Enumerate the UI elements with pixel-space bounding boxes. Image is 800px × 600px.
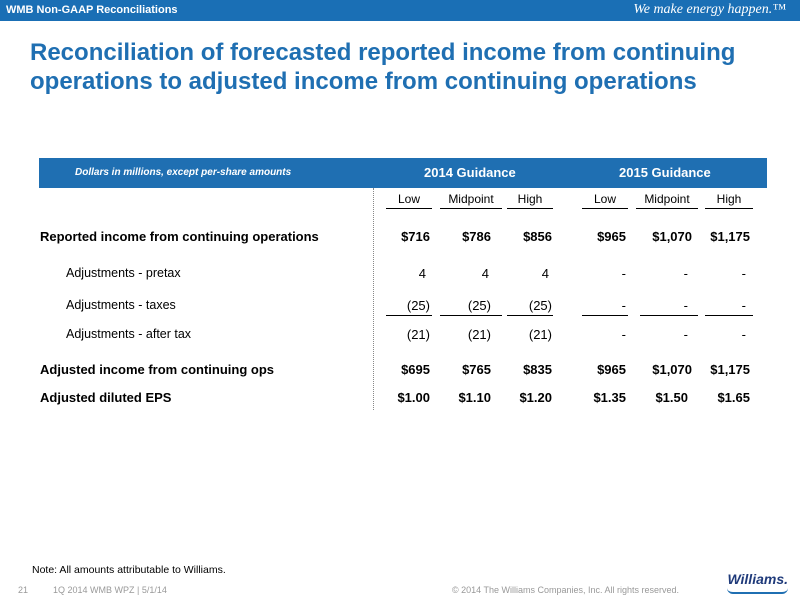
table-cell: $1.50 [655,390,688,405]
section-title: WMB Non-GAAP Reconciliations [6,4,178,16]
group-header-2015: 2015 Guidance [619,165,711,180]
table-cell: - [683,327,688,342]
subtotal-underline [582,315,628,316]
table-cell: (21) [528,327,552,342]
williams-logo: Williams. [727,571,788,594]
table-header-note: Dollars in millions, except per-share am… [75,167,292,178]
table-cell: $1,175 [710,362,750,377]
table-cell: 4 [418,266,426,281]
header-underline [582,208,628,209]
column-header: Low [593,192,616,206]
header-underline [386,208,432,209]
header-underline [507,208,553,209]
page-number: 21 [18,585,29,595]
table-cell: (25) [528,298,552,313]
table-cell: $1.20 [519,390,552,405]
row-label: Adjustments - after tax [66,327,192,341]
table-divider [373,188,374,410]
row-label: Adjustments - taxes [66,298,176,312]
row-label: Adjustments - pretax [66,266,181,280]
column-header: High [716,192,742,206]
table-cell: $835 [523,362,552,377]
table-cell: 4 [541,266,549,281]
table-cell: $1.65 [717,390,750,405]
table-cell: (25) [467,298,491,313]
table-header-bar: Dollars in millions, except per-share am… [39,158,767,188]
column-header: Low [397,192,420,206]
table-cell: $856 [523,229,552,244]
table-cell: $1,070 [652,229,692,244]
column-header: High [517,192,543,206]
table-cell: - [683,266,688,281]
logo-text: Williams. [727,571,788,587]
row-label: Adjusted income from continuing ops [40,362,274,377]
row-label: Reported income from continuing operatio… [40,229,319,244]
slide-title: Reconciliation of forecasted reported in… [30,39,736,95]
header-underline [705,208,753,209]
table-cell: $1.00 [397,390,430,405]
table-cell: $786 [462,229,491,244]
table-cell: - [741,266,746,281]
table-cell: - [621,266,626,281]
footer: 21 1Q 2014 WMB WPZ | 5/1/14 © 2014 The W… [0,584,800,600]
table-cell: $1.10 [458,390,491,405]
group-header-2014: 2014 Guidance [424,165,516,180]
subtotal-underline [507,315,553,316]
table-cell: $1,070 [652,362,692,377]
subtotal-underline [386,315,432,316]
row-label: Adjusted diluted EPS [40,390,172,405]
table-cell: (25) [406,298,430,313]
table-cell: - [741,298,746,313]
table-cell: $695 [401,362,430,377]
table-cell: $1,175 [710,229,750,244]
column-header: Midpoint [448,192,494,206]
header-underline [636,208,698,209]
table-cell: (21) [406,327,430,342]
subtotal-underline [440,315,502,316]
table-cell: $965 [597,362,626,377]
table-cell: - [621,327,626,342]
subtotal-underline [705,315,753,316]
copyright: © 2014 The Williams Companies, Inc. All … [452,585,680,595]
header-underline [440,208,502,209]
table-cell: - [621,298,626,313]
table-cell: (21) [467,327,491,342]
table-cell: $965 [597,229,626,244]
top-banner: WMB Non-GAAP Reconciliations We make ene… [0,0,800,21]
table-cell: - [741,327,746,342]
table-cell: $765 [462,362,491,377]
footnote: Note: All amounts attributable to Willia… [32,564,226,576]
table-cell: $716 [401,229,430,244]
logo-wave-icon [727,588,788,594]
table-cell: 4 [481,266,489,281]
tagline: We make energy happen.™ [633,2,786,17]
table-cell: $1.35 [593,390,626,405]
table-cell: - [683,298,688,313]
column-header: Midpoint [644,192,690,206]
footer-description: 1Q 2014 WMB WPZ | 5/1/14 [53,585,167,595]
subtotal-underline [640,315,698,316]
